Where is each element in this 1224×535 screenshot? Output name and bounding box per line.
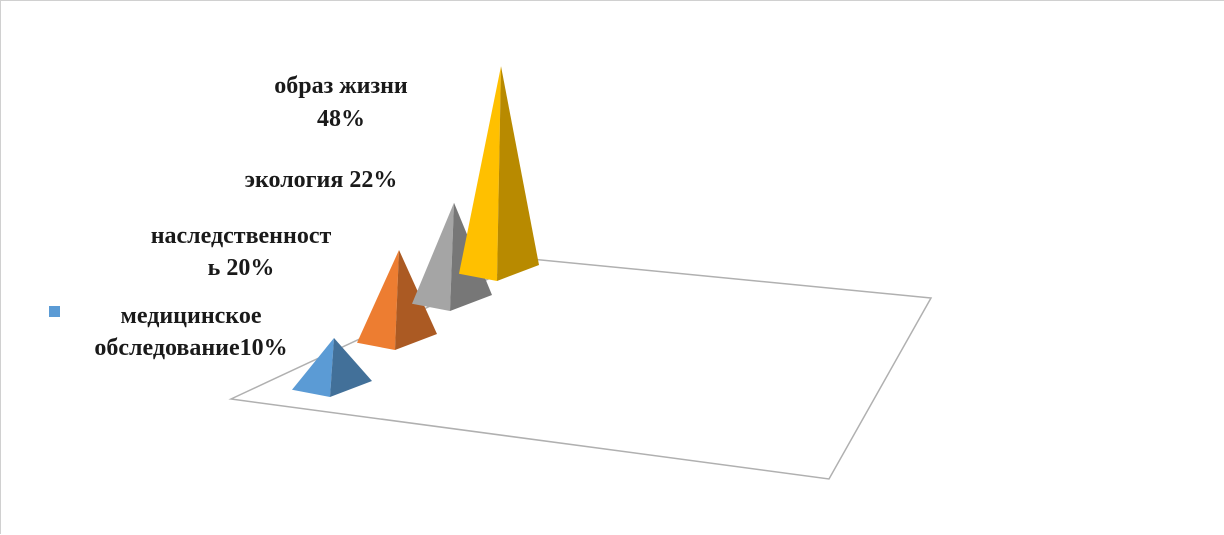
pyramid-face-front	[292, 338, 334, 397]
data-label: 48%	[317, 106, 365, 132]
pyramid-bar	[459, 66, 539, 281]
pyramid-face-front	[357, 250, 399, 350]
data-label: экология 22%	[245, 167, 398, 193]
data-label: ь 20%	[208, 255, 275, 281]
data-label: образ жизни	[274, 73, 408, 99]
data-label: медицинское	[121, 303, 262, 329]
pyramid-face-side	[330, 338, 372, 397]
data-label: наследственност	[151, 223, 332, 249]
pyramid-face-side	[497, 66, 539, 281]
data-label: обследование10%	[94, 335, 287, 361]
pyramid-face-front	[412, 202, 454, 311]
legend-marker	[49, 306, 60, 317]
pyramid-face-front	[459, 66, 501, 281]
pyramid-bar	[292, 338, 372, 397]
